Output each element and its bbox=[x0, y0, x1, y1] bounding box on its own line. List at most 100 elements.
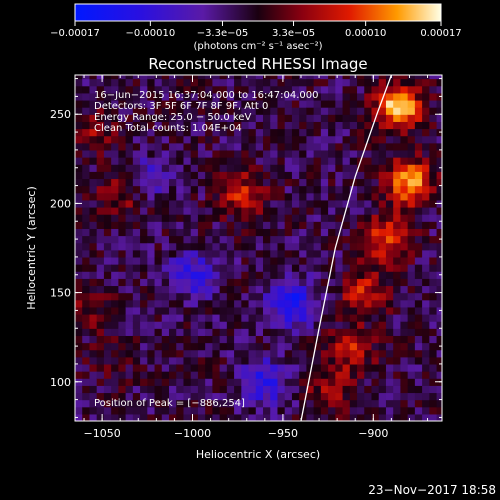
heatmap-cell bbox=[118, 264, 127, 272]
heatmap-cell bbox=[234, 349, 242, 358]
heatmap-cell bbox=[328, 342, 336, 351]
heatmap-cell bbox=[103, 214, 112, 222]
heatmap-cell bbox=[111, 75, 119, 80]
heatmap-cell bbox=[154, 128, 163, 137]
heatmap-cell bbox=[169, 349, 177, 358]
heatmap-cell bbox=[378, 128, 387, 137]
heatmap-cell bbox=[270, 363, 279, 372]
heatmap-cell bbox=[263, 349, 271, 358]
heatmap-cell bbox=[75, 178, 83, 187]
heatmap-cell bbox=[154, 349, 163, 358]
heatmap-cell bbox=[306, 299, 315, 308]
heatmap-cell bbox=[263, 313, 271, 322]
heatmap-cell bbox=[103, 178, 112, 187]
heatmap-cell bbox=[226, 228, 235, 237]
heatmap-cell bbox=[103, 199, 112, 208]
heatmap-cell bbox=[393, 206, 402, 215]
heatmap-cell bbox=[75, 292, 83, 301]
heatmap-cell bbox=[414, 157, 423, 165]
heatmap-cell bbox=[277, 78, 286, 87]
heatmap-cell bbox=[205, 221, 213, 229]
heatmap-cell bbox=[284, 271, 293, 279]
heatmap-cell bbox=[306, 292, 315, 301]
heatmap-cell bbox=[284, 285, 293, 294]
heatmap-cell bbox=[255, 206, 264, 215]
heatmap-cell bbox=[219, 249, 228, 258]
heatmap-cell bbox=[378, 413, 387, 421]
heatmap-cell bbox=[364, 249, 373, 258]
heatmap-cell bbox=[226, 256, 235, 265]
heatmap-cell bbox=[169, 164, 177, 172]
heatmap-cell bbox=[234, 406, 242, 415]
heatmap-cell bbox=[111, 378, 119, 386]
heatmap-cell bbox=[89, 271, 98, 279]
heatmap-cell bbox=[205, 321, 213, 329]
heatmap-cell bbox=[429, 349, 438, 358]
heatmap-cell bbox=[320, 228, 329, 237]
heatmap-cell bbox=[342, 78, 351, 87]
heatmap-cell bbox=[241, 199, 250, 208]
heatmap-cell bbox=[169, 235, 177, 244]
heatmap-cell bbox=[255, 399, 264, 408]
heatmap-cell bbox=[400, 413, 409, 421]
heatmap-cell bbox=[422, 328, 430, 336]
heatmap-cell bbox=[400, 121, 409, 130]
heatmap-cell bbox=[219, 378, 228, 386]
heatmap-cell bbox=[291, 292, 300, 301]
heatmap-cell bbox=[147, 135, 156, 144]
heatmap-cell bbox=[255, 75, 264, 80]
heatmap-cell bbox=[291, 356, 300, 365]
heatmap-cell bbox=[140, 142, 148, 151]
heatmap-cell bbox=[270, 114, 279, 122]
heatmap-cell bbox=[299, 285, 308, 294]
heatmap-cell bbox=[161, 378, 170, 386]
heatmap-cell bbox=[176, 135, 185, 144]
heatmap-cell bbox=[212, 313, 221, 322]
heatmap-cell bbox=[385, 356, 394, 365]
heatmap-cell bbox=[328, 335, 336, 344]
heatmap-cell bbox=[176, 278, 185, 287]
heatmap-cell bbox=[349, 221, 358, 229]
heatmap-cell bbox=[183, 356, 192, 365]
heatmap-cell bbox=[371, 164, 380, 172]
heatmap-cell bbox=[154, 342, 163, 351]
heatmap-cell bbox=[299, 385, 308, 394]
heatmap-cell bbox=[190, 85, 199, 94]
heatmap-cell bbox=[436, 107, 442, 115]
heatmap-cell bbox=[414, 185, 423, 194]
heatmap-cell bbox=[357, 78, 365, 87]
heatmap-cell bbox=[197, 271, 206, 279]
heatmap-cell bbox=[226, 157, 235, 165]
heatmap-cell bbox=[291, 256, 300, 265]
heatmap-cell bbox=[400, 185, 409, 194]
heatmap-cell bbox=[393, 192, 402, 201]
heatmap-cell bbox=[190, 292, 199, 301]
heatmap-cell bbox=[205, 292, 213, 301]
heatmap-cell bbox=[385, 178, 394, 187]
heatmap-cell bbox=[270, 328, 279, 336]
heatmap-cell bbox=[349, 107, 358, 115]
heatmap-cell bbox=[400, 149, 409, 158]
heatmap-cell bbox=[169, 114, 177, 122]
heatmap-cell bbox=[147, 164, 156, 172]
heatmap-cell bbox=[161, 363, 170, 372]
heatmap-cell bbox=[270, 75, 279, 80]
heatmap-cell bbox=[226, 149, 235, 158]
heatmap-cell bbox=[75, 285, 83, 294]
heatmap-cell bbox=[378, 313, 387, 322]
heatmap-cell bbox=[190, 235, 199, 244]
heatmap-cell bbox=[75, 121, 83, 130]
heatmap-cell bbox=[378, 85, 387, 94]
x-tick-label: −950 bbox=[268, 427, 298, 440]
heatmap-cell bbox=[132, 363, 141, 372]
heatmap-cell bbox=[219, 157, 228, 165]
heatmap-cell bbox=[241, 92, 250, 101]
heatmap-cell bbox=[320, 114, 329, 122]
heatmap-cell bbox=[226, 85, 235, 94]
heatmap-cell bbox=[183, 199, 192, 208]
heatmap-cell bbox=[342, 278, 351, 287]
heatmap-cell bbox=[176, 121, 185, 130]
heatmap-cell bbox=[147, 221, 156, 229]
heatmap-cell bbox=[436, 264, 442, 272]
heatmap-cell bbox=[248, 335, 257, 344]
